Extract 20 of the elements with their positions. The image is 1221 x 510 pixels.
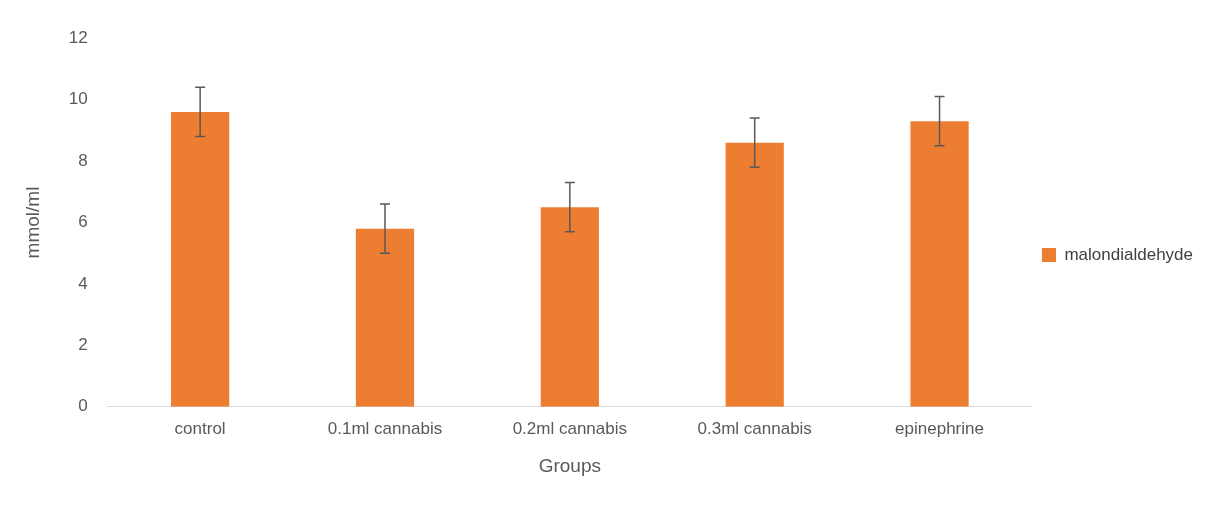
y-tick-label: 12 [68, 27, 88, 47]
y-tick-label: 6 [78, 212, 88, 232]
bar [171, 111, 230, 407]
x-tick-label: 0.2ml cannabis [512, 418, 628, 438]
y-axis-title: mmol/ml [21, 186, 43, 259]
bar [540, 207, 599, 407]
y-tick-label: 0 [78, 396, 88, 416]
bar [910, 121, 969, 407]
y-tick-label: 8 [78, 150, 88, 170]
legend-label: malondialdehyde [1064, 244, 1194, 264]
x-tick-label: 0.3ml cannabis [697, 418, 812, 438]
y-tick-label: 4 [78, 273, 88, 293]
x-tick-label: control [174, 418, 226, 438]
y-tick-label: 10 [68, 89, 88, 109]
x-tick-label: 0.1ml cannabis [327, 418, 443, 438]
x-tick-label: epinephrine [895, 418, 984, 438]
bar [725, 142, 784, 407]
bar [355, 228, 415, 407]
x-axis-title: Groups [538, 454, 601, 476]
y-tick-label: 2 [78, 335, 88, 355]
